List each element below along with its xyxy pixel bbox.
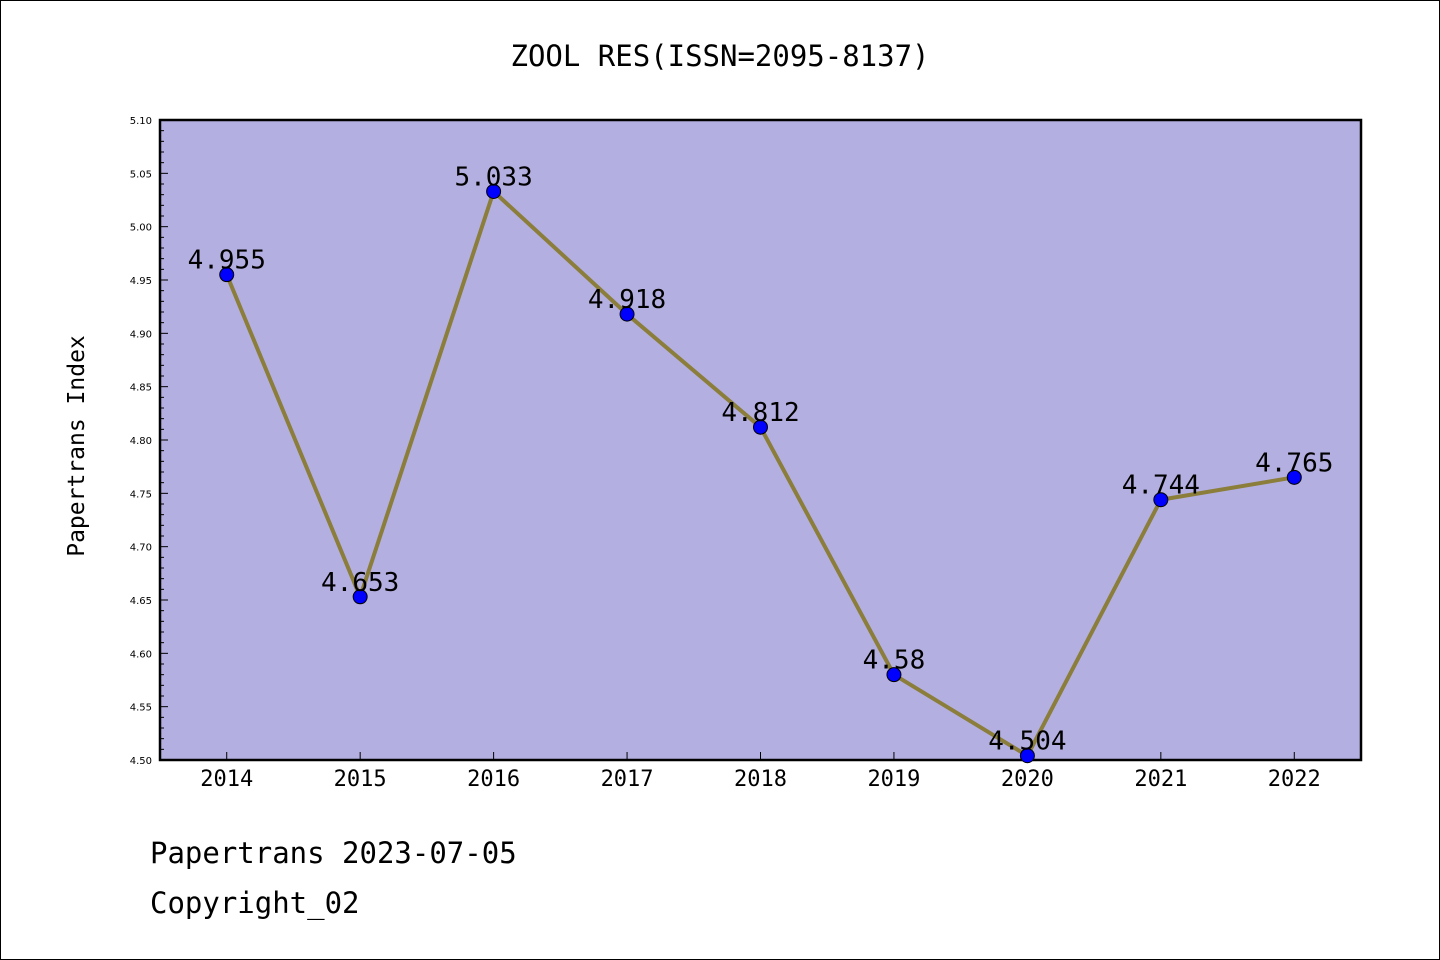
x-tick-label: 2018 [734, 767, 787, 792]
data-point [1153, 492, 1169, 508]
y-axis-label: Papertrans Index [64, 335, 90, 557]
x-tick-label: 2021 [1134, 767, 1187, 792]
x-tick-label: 2022 [1268, 767, 1321, 792]
data-point [219, 267, 235, 283]
data-label: 4.653 [321, 568, 399, 598]
data-label: 4.955 [188, 246, 266, 276]
series [219, 183, 1302, 764]
chart-title: ZOOL RES(ISSN=2095-8137) [510, 39, 929, 73]
x-tick-label: 2017 [601, 767, 654, 792]
x-tick-label: 2020 [1001, 767, 1054, 792]
plot-area [158, 118, 1363, 762]
y-axis: 4.50 4.55 4.60 4.65 4.70 4.75 4.80 4.85 4.90 4.95… [130, 116, 168, 767]
data-labels: 4.955 4.653 5.033 4.918 4.812 4.58 4.504 4.744 4… [188, 162, 1334, 756]
y-tick-label: 4.65 [130, 596, 152, 607]
data-point [1019, 748, 1035, 764]
data-label: 4.918 [588, 285, 666, 315]
x-tick-label: 2016 [467, 767, 520, 792]
y-tick-label: 4.90 [130, 329, 152, 340]
footer-date: Papertrans 2023-07-05 [150, 836, 517, 870]
data-label: 5.033 [454, 162, 532, 192]
data-point [619, 306, 635, 322]
y-tick-label: 4.55 [130, 703, 152, 714]
y-tick-label: 5.00 [130, 223, 152, 234]
data-label: 4.812 [721, 398, 799, 428]
data-point [1286, 469, 1302, 485]
data-point [486, 183, 502, 199]
data-point [886, 667, 902, 683]
data-point [352, 589, 368, 605]
y-tick-label: 4.75 [130, 489, 152, 500]
x-axis: 2014 2015 2016 2017 2018 2019 2020 2021 2022 [200, 752, 1321, 792]
y-tick-label: 5.05 [130, 169, 152, 180]
data-point [753, 419, 768, 435]
data-label: 4.58 [863, 646, 926, 676]
data-label: 4.504 [988, 727, 1066, 757]
y-tick-label: 4.85 [130, 383, 152, 394]
y-tick-label: 4.60 [130, 649, 152, 660]
footer-copyright: Copyright_02 [150, 886, 360, 920]
y-tick-label: 4.70 [130, 543, 152, 554]
data-label: 4.744 [1122, 471, 1200, 501]
y-tick-label: 5.10 [130, 116, 152, 127]
y-tick-label: 4.95 [130, 276, 152, 287]
data-label: 4.765 [1255, 448, 1333, 478]
x-tick-label: 2015 [334, 767, 387, 792]
y-tick-label: 4.80 [130, 436, 152, 447]
x-tick-label: 2019 [867, 767, 920, 792]
x-tick-label: 2014 [200, 767, 253, 792]
y-tick-label: 4.50 [130, 756, 152, 767]
